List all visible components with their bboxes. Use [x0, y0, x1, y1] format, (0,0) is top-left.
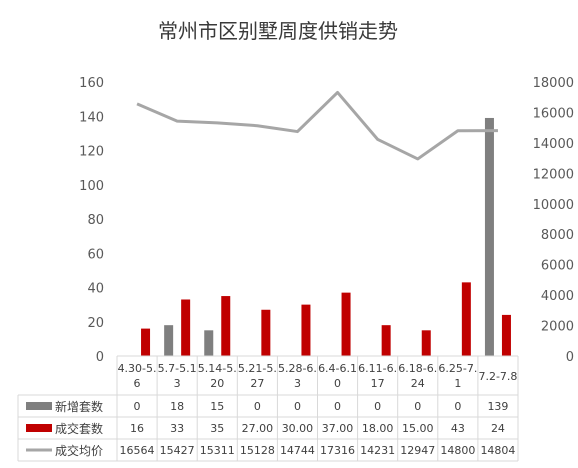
bar-new-supply [164, 325, 174, 356]
right-tick-label: 8000 [541, 228, 574, 243]
table-cell: 43 [451, 422, 465, 435]
table-cell: 14804 [480, 444, 515, 457]
left-tick-label: 120 [79, 145, 104, 160]
bar-transactions [421, 330, 431, 356]
bar-series [141, 117, 511, 357]
x-tick-label: 7.2-7.8 [478, 370, 517, 383]
table-cell: 0 [254, 400, 261, 413]
right-tick-label: 18000 [533, 76, 574, 91]
table-cell: 14744 [280, 444, 315, 457]
right-tick-label: 0 [566, 350, 574, 365]
table-cell: 0 [294, 400, 301, 413]
table-cell: 0 [334, 400, 341, 413]
right-axis: 0 2000 4000 6000 8000 10000 12000 14000 16000 180… [533, 76, 574, 365]
x-tick-label: 1 [454, 377, 461, 390]
table-cell: 17316 [320, 444, 355, 457]
right-tick-label: 10000 [533, 198, 574, 213]
x-tick-label: 5.7-5.1 [158, 362, 197, 375]
right-tick-label: 16000 [533, 106, 574, 121]
table-cell: 18.00 [362, 422, 394, 435]
table-cell: 14800 [440, 444, 475, 457]
right-tick-label: 2000 [541, 320, 574, 335]
table-cell: 30.00 [282, 422, 314, 435]
left-tick-label: 100 [79, 179, 104, 194]
table-cell: 27.00 [242, 422, 274, 435]
x-tick-label: 3 [174, 377, 181, 390]
line-series [136, 90, 498, 161]
legend-key-bar [26, 424, 52, 432]
table-cell: 15311 [200, 444, 235, 457]
x-tick-label: 17 [371, 377, 385, 390]
x-tick-label: 6.18-6. [398, 362, 437, 375]
x-tick-label: 5.28-6. [278, 362, 317, 375]
table-cell: 37.00 [322, 422, 354, 435]
bar-new-supply [204, 330, 214, 356]
table-cell: 14231 [360, 444, 395, 457]
table-cell: 15427 [160, 444, 195, 457]
left-tick-label: 60 [87, 247, 104, 262]
bar-transactions [181, 299, 191, 356]
left-tick-label: 140 [79, 110, 104, 125]
left-tick-label: 80 [87, 213, 104, 228]
x-tick-label: 3 [294, 377, 301, 390]
legend-key-bar [26, 402, 52, 410]
bar-transactions [501, 314, 511, 356]
legend-label: 成交套数 [55, 421, 103, 436]
table-cell: 15 [210, 400, 224, 413]
left-tick-label: 160 [79, 76, 104, 91]
table-cell: 33 [170, 422, 184, 435]
right-tick-label: 14000 [533, 137, 574, 152]
x-tick-label: 4.30-5. [118, 362, 157, 375]
table-cell: 0 [374, 400, 381, 413]
x-tick-label: 27 [250, 377, 264, 390]
x-tick-label: 6.11-6. [358, 362, 397, 375]
bar-transactions [381, 325, 391, 356]
table-cell: 35 [210, 422, 224, 435]
table-cell: 0 [454, 400, 461, 413]
x-tick-label: 0 [334, 377, 341, 390]
bar-transactions [221, 296, 231, 356]
legend-label: 成交均价 [55, 443, 103, 458]
chart-title: 常州市区别墅周度供销走势 [158, 19, 398, 43]
x-tick-label: 6.25-7. [438, 362, 477, 375]
right-tick-label: 4000 [541, 289, 574, 304]
table-cell: 139 [487, 400, 508, 413]
left-tick-label: 0 [96, 350, 104, 365]
right-tick-label: 6000 [541, 259, 574, 274]
table-cell: 15128 [240, 444, 275, 457]
data-table: 4.30-5. 6 5.7-5.1 3 5.14-5. 20 5.21-5. 27 5.28-6… [17, 355, 519, 462]
x-tick-label: 5.14-5. [198, 362, 237, 375]
table-cell: 0 [414, 400, 421, 413]
x-tick-label: 20 [210, 377, 224, 390]
bar-transactions [141, 328, 151, 356]
bar-transactions [301, 304, 311, 356]
bar-transactions [341, 292, 351, 356]
table-cell: 15.00 [402, 422, 434, 435]
table-cell: 0 [134, 400, 141, 413]
x-tick-label: 5.21-5. [238, 362, 277, 375]
table-cell: 16 [130, 422, 144, 435]
legend-label: 新增套数 [55, 399, 103, 414]
left-axis: 0 20 40 60 80 100 120 140 160 [79, 76, 104, 365]
left-tick-label: 40 [87, 282, 104, 297]
table-cell: 24 [491, 422, 505, 435]
line-average-price [136, 90, 498, 161]
table-cell: 12947 [400, 444, 435, 457]
bar-new-supply [484, 117, 494, 357]
left-tick-label: 20 [87, 316, 104, 331]
right-tick-label: 12000 [533, 167, 574, 182]
x-tick-label: 24 [411, 377, 425, 390]
x-tick-label: 6 [134, 377, 141, 390]
bar-transactions [261, 309, 271, 356]
table-cell: 18 [170, 400, 184, 413]
table-cell: 16564 [120, 444, 155, 457]
bar-transactions [461, 282, 471, 356]
x-tick-label: 6.4-6.1 [318, 362, 357, 375]
